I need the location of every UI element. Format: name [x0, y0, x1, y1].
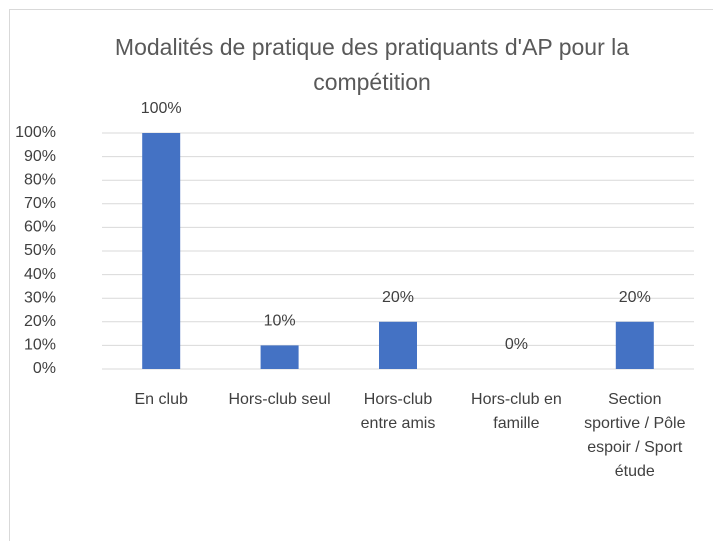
y-tick-label: 0%: [33, 360, 56, 377]
data-label: 0%: [505, 336, 528, 353]
y-tick-label: 30%: [24, 289, 56, 306]
data-label: 20%: [382, 289, 414, 306]
data-label: 10%: [264, 313, 296, 330]
y-tick-label: 20%: [24, 313, 56, 330]
bar: [260, 345, 299, 369]
bar: [615, 321, 654, 369]
x-tick-label: Hors-club en famille: [471, 391, 562, 432]
bar: [379, 321, 417, 369]
y-tick-label: 70%: [24, 195, 56, 212]
x-tick-label: Hors-club entre amis: [360, 391, 436, 432]
x-tick-label: Hors-club seul: [228, 391, 331, 408]
y-tick-label: 80%: [24, 171, 56, 188]
y-tick-label: 90%: [24, 148, 56, 165]
x-tick-label: En club: [134, 391, 188, 408]
y-tick-label: 100%: [15, 124, 56, 141]
y-tick-label: 50%: [24, 242, 56, 259]
y-tick-label: 10%: [24, 337, 56, 354]
data-label: 20%: [619, 289, 651, 306]
chart-border: [9, 9, 713, 541]
bar: [142, 133, 181, 369]
y-tick-label: 60%: [24, 219, 56, 236]
data-label: 100%: [141, 100, 182, 117]
y-tick-label: 40%: [24, 266, 56, 283]
chart-title: Modalités de pratique des pratiquants d'…: [114, 34, 630, 95]
x-tick-label: Section sportive / Pôle espoir / Sport é…: [584, 391, 686, 480]
